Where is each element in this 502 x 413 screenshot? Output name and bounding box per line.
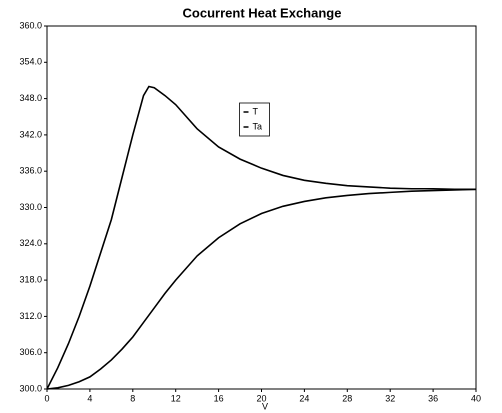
legend-label: T — [253, 106, 259, 116]
x-axis-label: V — [262, 401, 268, 411]
legend-label: Ta — [253, 121, 263, 131]
y-tick-label: 306.0 — [19, 347, 42, 357]
x-tick-label: 20 — [256, 393, 266, 403]
y-tick-label: 324.0 — [19, 238, 42, 248]
y-tick-label: 318.0 — [19, 274, 42, 284]
line-series — [46, 188, 477, 390]
x-tick-label: 0 — [44, 393, 49, 403]
y-tick-label: 348.0 — [19, 93, 42, 103]
y-tick-label: 312.0 — [19, 311, 42, 321]
x-tick-label: 16 — [214, 393, 224, 403]
x-tick-label: 12 — [171, 393, 181, 403]
y-tick-label: 300.0 — [19, 383, 42, 393]
x-tick-label: 28 — [342, 393, 352, 403]
x-tick-label: 8 — [130, 393, 135, 403]
y-tick-label: 336.0 — [19, 166, 42, 176]
y-tick-label: 342.0 — [19, 129, 42, 139]
y-tick-label: 354.0 — [19, 57, 42, 67]
x-tick-label: 32 — [385, 393, 395, 403]
chart-title: Cocurrent Heat Exchange — [183, 5, 342, 20]
x-tick-label: 4 — [87, 393, 92, 403]
x-tick-label: 40 — [471, 393, 481, 403]
x-tick-label: 24 — [299, 393, 309, 403]
legend-box — [239, 102, 270, 137]
plot-frame — [46, 25, 477, 390]
y-tick-label: 330.0 — [19, 202, 42, 212]
x-tick-label: 36 — [428, 393, 438, 403]
y-tick-label: 360.0 — [19, 20, 42, 30]
line-series — [46, 85, 476, 390]
